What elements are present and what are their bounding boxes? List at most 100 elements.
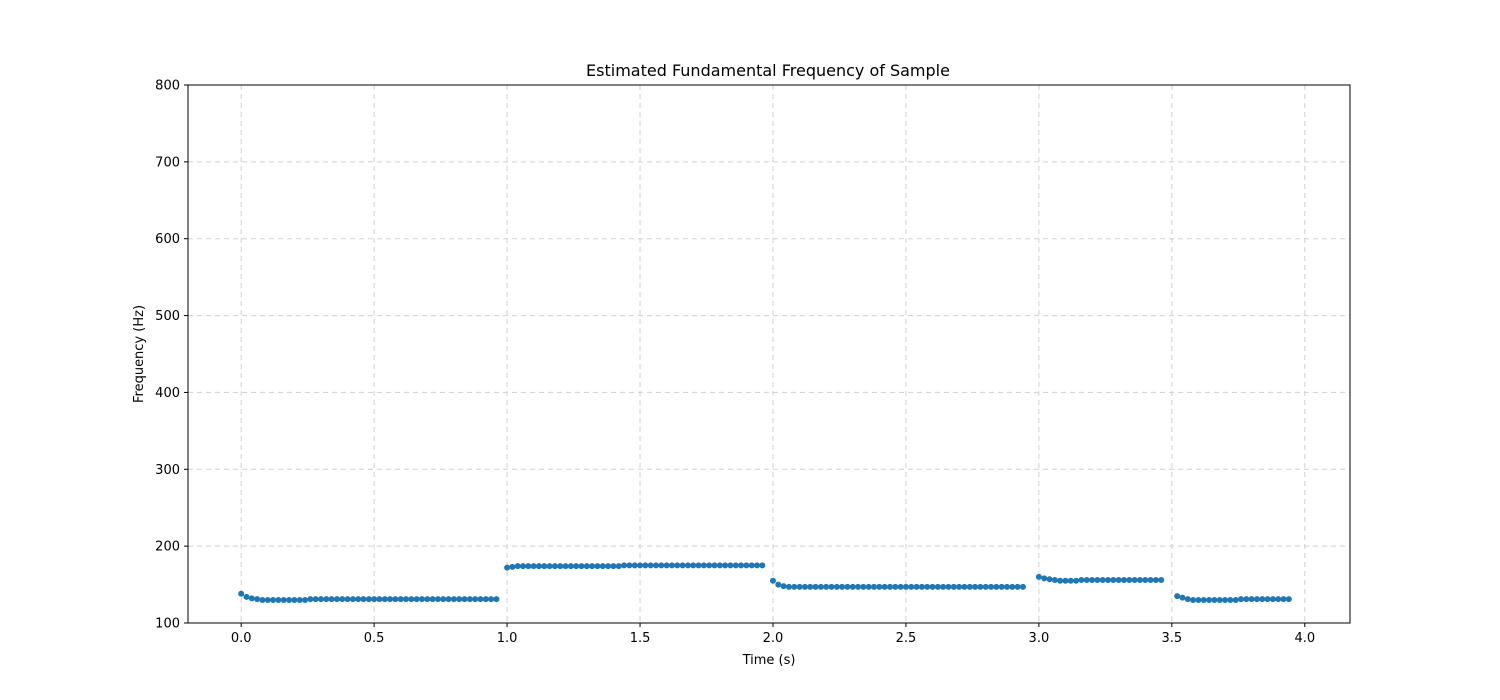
data-point bbox=[248, 595, 255, 602]
data-point bbox=[434, 596, 441, 603]
data-point bbox=[275, 596, 282, 603]
data-point bbox=[1232, 596, 1239, 603]
data-point bbox=[605, 563, 612, 570]
y-axis-label: Frequency (Hz) bbox=[132, 305, 147, 403]
data-point bbox=[589, 563, 596, 570]
data-point bbox=[769, 577, 776, 584]
data-point bbox=[674, 562, 681, 569]
data-point bbox=[918, 583, 925, 590]
data-point bbox=[855, 583, 862, 590]
data-point bbox=[1051, 576, 1058, 583]
data-point bbox=[823, 583, 830, 590]
data-point bbox=[977, 583, 984, 590]
data-point bbox=[429, 596, 436, 603]
data-point bbox=[1062, 577, 1069, 584]
data-point bbox=[631, 562, 638, 569]
data-point bbox=[1200, 596, 1207, 603]
data-point bbox=[1110, 576, 1117, 583]
data-point bbox=[934, 583, 941, 590]
data-point bbox=[286, 596, 293, 603]
plot-area-frame bbox=[187, 84, 1351, 624]
data-point bbox=[637, 562, 644, 569]
data-point bbox=[610, 563, 617, 570]
data-point bbox=[408, 596, 415, 603]
data-point bbox=[961, 583, 968, 590]
data-point bbox=[956, 583, 963, 590]
data-point bbox=[578, 563, 585, 570]
data-point bbox=[679, 562, 686, 569]
data-point bbox=[1035, 573, 1042, 580]
y-tick-label: 100 bbox=[155, 617, 180, 632]
data-point bbox=[238, 590, 245, 597]
data-point bbox=[881, 583, 888, 590]
data-point bbox=[355, 596, 362, 603]
data-point bbox=[1248, 596, 1255, 603]
data-point bbox=[1136, 576, 1143, 583]
data-point bbox=[1227, 596, 1234, 603]
data-point bbox=[908, 583, 915, 590]
x-tick-label: 1.5 bbox=[630, 631, 651, 646]
data-point bbox=[1126, 576, 1133, 583]
data-point bbox=[690, 562, 697, 569]
data-point bbox=[668, 562, 675, 569]
y-tick-label: 700 bbox=[155, 155, 180, 170]
data-point bbox=[929, 583, 936, 590]
y-tick-label: 200 bbox=[155, 540, 180, 555]
data-point bbox=[1264, 596, 1271, 603]
data-point bbox=[461, 596, 468, 603]
data-point bbox=[754, 562, 761, 569]
x-tick-label: 3.0 bbox=[1029, 631, 1050, 646]
data-point bbox=[1003, 583, 1010, 590]
data-point bbox=[1073, 577, 1080, 584]
data-point bbox=[440, 596, 447, 603]
data-point bbox=[445, 596, 452, 603]
data-point bbox=[504, 564, 511, 571]
data-point bbox=[876, 583, 883, 590]
data-point bbox=[1120, 576, 1127, 583]
data-point bbox=[759, 562, 766, 569]
data-point bbox=[1174, 593, 1181, 600]
data-point bbox=[950, 583, 957, 590]
data-point bbox=[924, 583, 931, 590]
data-point bbox=[1152, 576, 1159, 583]
data-point bbox=[1099, 576, 1106, 583]
data-point bbox=[328, 596, 335, 603]
data-point bbox=[626, 562, 633, 569]
data-point bbox=[493, 596, 500, 603]
data-point bbox=[546, 563, 553, 570]
data-point bbox=[514, 563, 521, 570]
data-point bbox=[270, 596, 277, 603]
data-point bbox=[892, 583, 899, 590]
data-point bbox=[738, 562, 745, 569]
data-point bbox=[663, 562, 670, 569]
data-point bbox=[993, 583, 1000, 590]
data-point bbox=[1179, 594, 1186, 601]
data-point bbox=[450, 596, 457, 603]
data-point bbox=[599, 563, 606, 570]
data-point bbox=[706, 562, 713, 569]
data-point bbox=[998, 583, 1005, 590]
x-axis-label: Time (s) bbox=[742, 653, 796, 668]
data-point bbox=[312, 596, 319, 603]
data-point bbox=[1184, 596, 1191, 603]
data-point bbox=[828, 583, 835, 590]
data-point bbox=[333, 596, 340, 603]
data-point bbox=[860, 583, 867, 590]
data-point bbox=[647, 562, 654, 569]
data-point bbox=[812, 583, 819, 590]
data-point bbox=[913, 583, 920, 590]
data-point bbox=[748, 562, 755, 569]
chart-title: Estimated Fundamental Frequency of Sampl… bbox=[586, 61, 950, 80]
data-point bbox=[424, 596, 431, 603]
data-point bbox=[339, 596, 346, 603]
data-point bbox=[844, 583, 851, 590]
data-point bbox=[1089, 576, 1096, 583]
data-point bbox=[1009, 583, 1016, 590]
data-point bbox=[376, 596, 383, 603]
data-point bbox=[307, 596, 314, 603]
data-point bbox=[1115, 576, 1122, 583]
x-tick-label: 1.0 bbox=[497, 631, 518, 646]
data-point bbox=[301, 596, 308, 603]
data-point bbox=[1222, 596, 1229, 603]
